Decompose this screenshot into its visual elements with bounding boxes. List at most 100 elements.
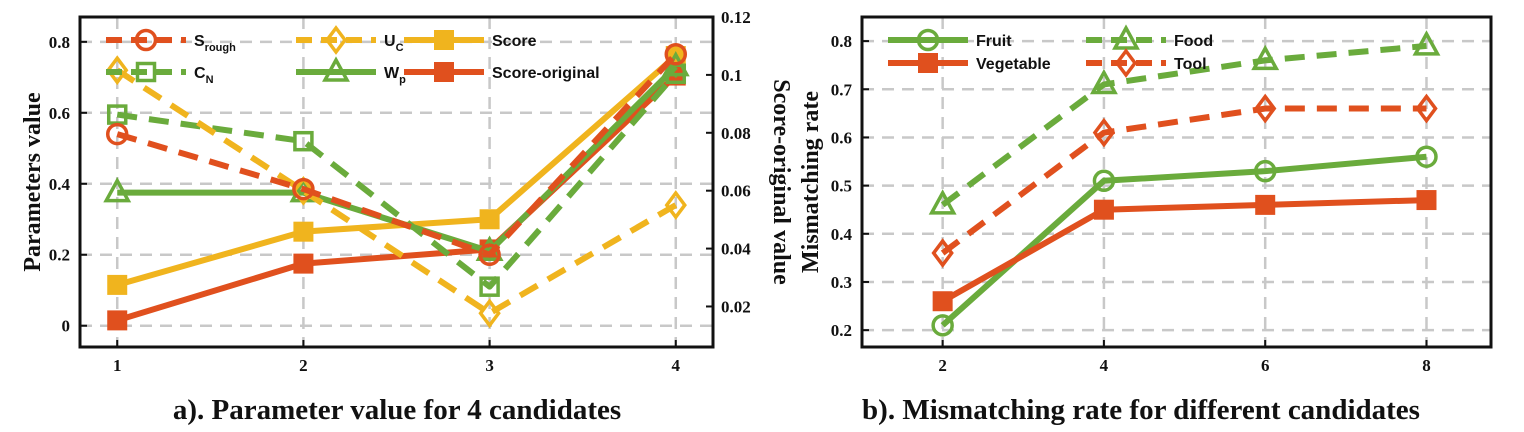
- chart-b-legend-label: Vegetable: [976, 56, 1051, 73]
- chart-a-ylabel: Parameters value: [20, 92, 46, 272]
- chart-a-y2tick-label: 0.04: [721, 240, 751, 259]
- chart-a-series-s-rough-point: [292, 177, 315, 201]
- chart-a-legend-label: Srough: [194, 33, 236, 54]
- chart-a-series-u-c-line: [115, 67, 678, 317]
- chart-a-series-s-rough-point: [105, 122, 129, 146]
- chart-b-legend-label: Tool: [1174, 56, 1207, 73]
- axes-layer: 1 2 3 4 0 0.2 0.4 0.6 0.8 0.02 0.04 0.06 0.08 0.1 0.12…: [49, 8, 1493, 375]
- chart-b-legend-marker: [1112, 24, 1140, 50]
- chart-a-series-w-p-point: [103, 177, 132, 203]
- chart-b-legend-label: Fruit: [976, 33, 1012, 50]
- chart-a-series-s-rough-point: [664, 43, 688, 66]
- chart-b-series-food-point: [1251, 44, 1280, 71]
- chart-b-series-vegetable-point: [932, 291, 953, 312]
- chart-b-xtick-label: 8: [1422, 356, 1431, 375]
- chart-b-series-fruit-line: [940, 153, 1427, 328]
- chart-a-series-s-rough-point: [478, 243, 501, 266]
- chart-a-ytick-label: 0.6: [49, 104, 70, 123]
- chart-a-legend-subscript: C: [396, 42, 404, 54]
- chart-a-series-score-line: [116, 53, 678, 288]
- chart-b-legend-label: Food: [1174, 33, 1213, 50]
- chart-a-series-c-n-point: [479, 276, 500, 297]
- chart-a-y2tick-label: 0.06: [721, 182, 751, 201]
- chart-b-xtick-label: 2: [938, 356, 947, 375]
- chart-a-ytick-label: 0: [62, 317, 71, 336]
- chart-a-xtick-label: 1: [113, 356, 122, 375]
- chart-a-legend-marker: [322, 56, 350, 82]
- chart-a-frame: [78, 15, 715, 349]
- chart-a-series-c-n-point: [293, 130, 314, 152]
- chart-a-y2tick-label: 0.08: [721, 124, 751, 143]
- chart-a-ytick-label: 0.2: [49, 246, 70, 265]
- chart-a-ytick-label: 0.4: [49, 175, 71, 194]
- chart-b-xtick-label: 4: [1100, 356, 1109, 375]
- chart-b-legend-marker: [916, 28, 940, 52]
- chart-b-ytick-label: 0.7: [831, 80, 853, 99]
- chart-a-legend-marker: [134, 28, 158, 52]
- chart-a-y2tick-label: 0.1: [721, 66, 742, 85]
- chart-a-series-s-rough-line: [116, 52, 678, 258]
- chart-a-caption: a). Parameter value for 4 candidates: [173, 394, 621, 426]
- chart-a-y2label: Score-original value: [768, 79, 794, 285]
- chart-a-legend-marker: [135, 61, 157, 83]
- chart-b-series-tool-point: [1092, 117, 1116, 148]
- chart-a-legend-subscript: p: [399, 74, 406, 86]
- chart-a-legend-subscript: rough: [205, 42, 236, 54]
- chart-a-series-u-c-point: [478, 298, 501, 329]
- chart-b-series-fruit-point: [1253, 159, 1277, 183]
- chart-b-series-tool-line: [940, 105, 1427, 256]
- chart-a-series-c-n-line: [116, 71, 679, 290]
- chart-b-ytick-label: 0.4: [831, 225, 853, 244]
- chart-b-frame: [860, 15, 1493, 349]
- chart-b-legend-marker: [918, 53, 938, 73]
- chart-a-legend-label: UC: [384, 33, 404, 54]
- chart-b-ytick-label: 0.3: [831, 273, 852, 292]
- chart-a-legend-label: CN: [194, 65, 214, 86]
- chart-b-series-food-line: [940, 42, 1427, 208]
- chart-b-series-fruit-point: [931, 314, 954, 337]
- chart-b-series-tool-point: [1254, 93, 1277, 124]
- chart-b-ytick-label: 0.6: [831, 128, 852, 147]
- chart-b-xtick-label: 6: [1261, 356, 1270, 375]
- chart-a-xtick-label: 4: [672, 356, 681, 375]
- chart-a-series-u-c-point: [664, 190, 687, 220]
- chart-a-series-score-original-point: [293, 253, 314, 274]
- chart-b-series-vegetable-point: [1255, 194, 1276, 215]
- chart-a-series-score-point: [107, 274, 128, 295]
- chart-b-series-food-point: [1089, 68, 1118, 95]
- chart-b-series-food-point: [1412, 30, 1441, 56]
- chart-b-series-fruit-point: [1092, 169, 1116, 193]
- chart-a-legend-label: Wp: [384, 65, 406, 86]
- chart-a-xtick-label: 2: [299, 356, 308, 375]
- chart-a-legend-marker: [434, 62, 454, 82]
- chart-a-legend-label: Score: [492, 33, 537, 50]
- chart-a-legend-marker: [324, 25, 348, 55]
- chart-b-caption: b). Mismatching rate for different candi…: [862, 394, 1420, 426]
- chart-b-ytick-label: 0.5: [831, 177, 852, 196]
- chart-b-series-vegetable-point: [1416, 190, 1437, 211]
- chart-b-ytick-label: 0.8: [831, 32, 852, 51]
- chart-a-legend-marker: [434, 30, 454, 50]
- chart-b-ylabel: Mismatching rate: [798, 91, 824, 273]
- chart-a-ytick-label: 0.8: [49, 33, 70, 52]
- chart-a-series-score-point: [293, 221, 314, 242]
- chart-a-series-u-c-point: [106, 55, 129, 86]
- chart-b-series-vegetable-line: [941, 197, 1427, 304]
- series-layer: [103, 30, 1441, 337]
- chart-b-series-tool-point: [931, 238, 954, 268]
- chart-b-series-fruit-point: [1415, 145, 1438, 168]
- chart-b-legend-marker: [1114, 48, 1138, 78]
- chart-a-series-u-c-point: [292, 175, 315, 206]
- chart-a-series-score-original-point: [107, 310, 128, 331]
- chart-b-ytick-label: 0.2: [831, 321, 852, 340]
- chart-a-series-score-point: [479, 209, 500, 230]
- chart-a-legend-subscript: N: [206, 74, 214, 86]
- chart-a-y2tick-label: 0.02: [721, 297, 751, 316]
- chart-a-legend-label: Score-original: [492, 65, 600, 82]
- chart-b-series-vegetable-point: [1093, 199, 1114, 220]
- chart-b-series-tool-point: [1415, 93, 1438, 124]
- chart-b-series-food-point: [928, 189, 957, 215]
- chart-a-y2tick-label: 0.12: [721, 8, 751, 27]
- chart-a-xtick-label: 3: [485, 356, 494, 375]
